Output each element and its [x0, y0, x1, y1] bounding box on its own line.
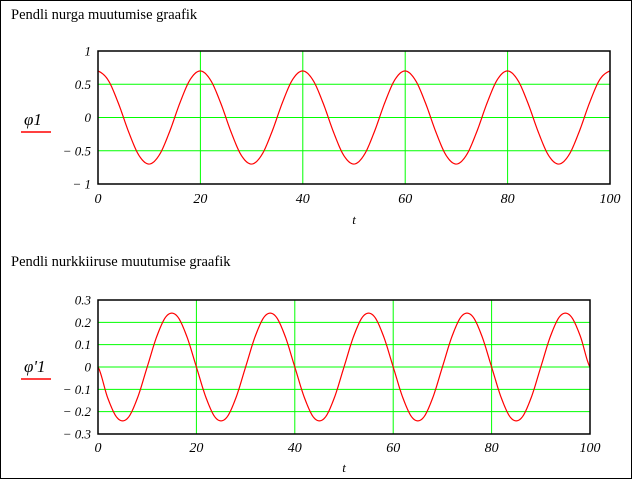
x-tick-label: 60 [386, 441, 400, 456]
x-tick-label: 80 [501, 192, 515, 207]
y-tick-label: − 0.2 [63, 404, 92, 419]
y-tick-label: − 0.3 [63, 427, 92, 442]
y-tick-label: 0.5 [75, 77, 92, 92]
x-axis-label: t [352, 212, 356, 227]
plot-frame [97, 50, 611, 185]
x-tick-label: 20 [193, 192, 207, 207]
x-axis-label: t [342, 460, 346, 475]
y-tick-label: 0.2 [75, 315, 92, 330]
x-tick-label: 60 [398, 192, 412, 207]
x-tick-label: 20 [189, 441, 203, 456]
series-line [97, 312, 591, 422]
series-line [97, 70, 611, 165]
chart-title-angle: Pendli nurga muutumise graafik [11, 7, 198, 23]
x-tick-label: 100 [600, 192, 621, 207]
x-tick-label: 0 [95, 441, 102, 456]
chart-2: 0.30.20.10− 0.1− 0.2− 0.30 20 40 60 80 100tφ'… [21, 293, 601, 475]
x-tick-label: 80 [485, 441, 499, 456]
y-tick-label: − 0.1 [63, 382, 91, 397]
y-tick-label: − 0.5 [63, 143, 92, 158]
y-tick-label: 1 [85, 44, 92, 59]
x-tick-label: 0 [95, 192, 102, 207]
y-axis-label: φ1 [24, 110, 42, 129]
plot-frame [97, 299, 591, 435]
y-tick-label: 0 [85, 110, 92, 125]
y-tick-label: 0.1 [75, 337, 91, 352]
y-axis-label: φ'1 [24, 357, 46, 376]
x-tick-label: 40 [296, 192, 310, 207]
y-tick-label: 0 [85, 360, 92, 375]
y-tick-label: 0.3 [75, 293, 92, 308]
x-tick-label: 40 [288, 441, 302, 456]
y-tick-label: − 1 [72, 177, 91, 192]
chart-1: 1 0.5 0 − 0.5 − 1 0 20 40 60 80 100 t φ1 [21, 44, 621, 227]
chart-title-angular-velocity: Pendli nurkkiiruse muutumise graafik [11, 254, 231, 270]
x-tick-label: 100 [580, 441, 601, 456]
